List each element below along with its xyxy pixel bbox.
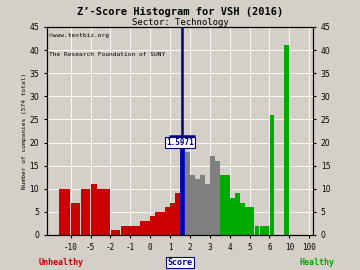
Bar — [245, 207, 249, 235]
Bar — [230, 198, 235, 235]
Bar — [249, 207, 255, 235]
Text: ©www.textbiz.org: ©www.textbiz.org — [49, 33, 109, 38]
Bar — [71, 202, 80, 235]
Bar — [255, 226, 260, 235]
Bar — [97, 189, 104, 235]
Bar — [190, 175, 195, 235]
Bar — [104, 189, 110, 235]
Bar — [165, 207, 170, 235]
Bar — [81, 189, 90, 235]
Bar — [140, 221, 150, 235]
Text: Healthy: Healthy — [299, 258, 334, 267]
Bar — [155, 212, 160, 235]
Bar — [200, 175, 205, 235]
Text: Z’-Score Histogram for VSH (2016): Z’-Score Histogram for VSH (2016) — [77, 7, 283, 17]
Bar — [59, 189, 71, 235]
Bar — [130, 226, 140, 235]
Bar — [260, 226, 269, 235]
Bar — [235, 193, 239, 235]
Text: Sector: Technology: Sector: Technology — [132, 18, 228, 26]
Bar — [111, 230, 120, 235]
Bar — [180, 147, 185, 235]
Text: The Research Foundation of SUNY: The Research Foundation of SUNY — [49, 52, 166, 57]
Bar — [215, 161, 220, 235]
Bar — [91, 184, 97, 235]
Text: Unhealthy: Unhealthy — [39, 258, 84, 267]
Bar — [284, 45, 289, 235]
Y-axis label: Number of companies (574 total): Number of companies (574 total) — [22, 73, 27, 189]
Text: Score: Score — [167, 258, 193, 267]
Bar — [240, 202, 244, 235]
Bar — [225, 175, 230, 235]
Bar — [210, 156, 215, 235]
Bar — [170, 202, 175, 235]
Bar — [270, 115, 274, 235]
Bar — [185, 152, 190, 235]
Bar — [220, 175, 225, 235]
Bar — [175, 193, 180, 235]
Bar — [195, 180, 200, 235]
Text: 1.5971: 1.5971 — [166, 138, 194, 147]
Bar — [205, 184, 210, 235]
Bar — [121, 226, 130, 235]
Bar — [160, 212, 165, 235]
Bar — [150, 217, 155, 235]
